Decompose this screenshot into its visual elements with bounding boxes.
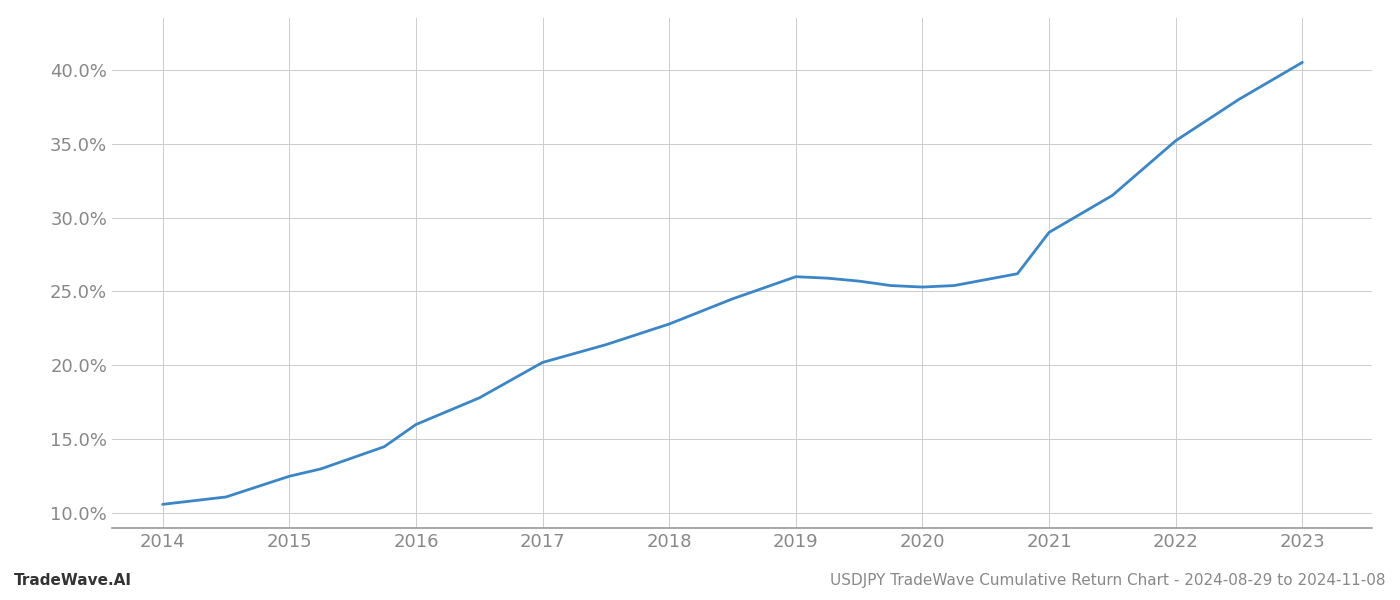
Text: TradeWave.AI: TradeWave.AI [14, 573, 132, 588]
Text: USDJPY TradeWave Cumulative Return Chart - 2024-08-29 to 2024-11-08: USDJPY TradeWave Cumulative Return Chart… [830, 573, 1386, 588]
